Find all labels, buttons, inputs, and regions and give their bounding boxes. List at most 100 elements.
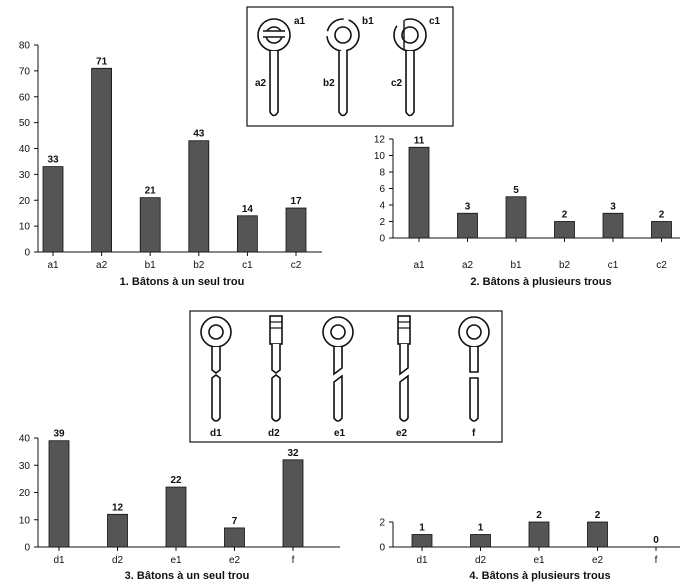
data-label-a2: 3 [465,201,471,212]
bar-a2 [457,212,478,239]
x-tick-label-c1: c1 [242,260,253,271]
y-tick-label: 30 [19,170,31,181]
bar-c1 [236,215,258,253]
diagram-label-e1: e1 [334,428,346,439]
bar-e2 [587,521,608,548]
key-e2-icon [397,315,411,422]
key-e1-icon [322,316,354,422]
bar-c1 [602,212,624,239]
bar-d2 [470,534,491,548]
bar-b2 [188,140,210,253]
x-tick-label-b1: b1 [145,260,157,271]
data-label-c1: 14 [242,204,254,215]
data-label-b1: 21 [145,186,157,197]
x-tick-label-e1: e1 [533,555,545,566]
chart-2: 0 2 4 6 8 10 12 11 a1 3 a2 5 b1 2 b2 3 c1 2 c2 2. Bâtons à … [374,135,680,288]
x-tick-label-a1: a1 [413,260,425,271]
data-label-d2: 1 [478,523,484,534]
y-tick-label: 0 [24,248,30,259]
x-tick-label-e2: e2 [229,555,241,566]
x-tick-label-c2: c2 [291,260,302,271]
x-tick-label-e1: e1 [170,555,182,566]
key-f-icon [458,316,490,422]
y-tick-label: 80 [19,41,31,52]
bar-f [282,459,304,548]
y-tick-label: 20 [19,488,31,499]
data-label-b2: 43 [193,129,205,140]
y-tick-label: 6 [379,184,385,195]
data-label-e2: 2 [595,510,601,521]
bar-b1 [139,197,161,253]
y-tick-label: 12 [374,135,386,146]
x-tick-label-f: f [292,555,295,566]
x-tick-label-d2: d2 [475,555,487,566]
data-label-c1: 3 [610,201,616,212]
key-c-icon [393,18,427,117]
data-label-d2: 12 [112,502,124,513]
y-tick-label: 70 [19,66,31,77]
y-tick-label: 0 [379,234,385,245]
data-label-c2: 17 [290,196,302,207]
bar-c2 [651,221,672,239]
y-tick-label: 10 [19,222,31,233]
data-label-e1: 2 [536,510,542,521]
bar-d2 [107,513,128,548]
x-tick-label-f: f [655,555,658,566]
diagram-label-c1: c1 [429,16,441,27]
data-label-d1: 39 [53,429,65,440]
data-label-e1: 22 [170,475,182,486]
x-tick-label-b2: b2 [559,260,571,271]
data-label-a1: 33 [47,155,59,166]
chart-1: 0 10 20 30 40 50 60 70 80 33 a1 71 a2 21 b1 43 b2 14 c1 17 c… [19,41,322,288]
x-tick-label-e2: e2 [592,555,604,566]
key-d2-icon [269,315,283,422]
bar-e1 [165,486,187,548]
diagram-label-b1: b1 [362,16,374,27]
x-tick-label-a1: a1 [47,260,59,271]
diagram-bottom: d1 d2 e1 e2 f [189,310,503,443]
data-label-e2: 7 [232,516,238,527]
bar-c2 [285,207,307,253]
y-tick-label: 0 [379,543,385,554]
x-tick-label-a2: a2 [96,260,108,271]
y-tick-label: 10 [19,515,31,526]
y-tick-label: 8 [379,168,385,179]
diagram-label-b2: b2 [323,78,335,89]
data-label-f: 0 [653,535,659,546]
chart-3: 0 10 20 30 40 39 d1 12 d2 22 e1 7 e2 32 f 3. Bâtons à u… [19,429,340,582]
diagram-label-d1: d1 [210,428,222,439]
data-label-d1: 1 [419,523,425,534]
data-label-c2: 2 [659,210,665,221]
diagram-label-d2: d2 [268,428,280,439]
diagram-top: a1 b1 c1 a2 b2 c2 [246,6,454,127]
y-tick-label: 2 [379,217,385,228]
y-tick-label: 2 [379,518,385,529]
y-tick-label: 40 [19,144,31,155]
bar-a1 [42,166,64,253]
bar-a2 [91,67,112,253]
y-tick-label: 40 [19,434,31,445]
bar-e1 [528,521,550,548]
x-tick-label-a2: a2 [462,260,474,271]
bar-d1 [411,534,433,548]
x-tick-label-b1: b1 [510,260,522,271]
x-tick-label-c1: c1 [608,260,619,271]
y-tick-label: 50 [19,118,31,129]
chart-caption: 2. Bâtons à plusieurs trous [470,276,611,288]
data-label-a1: 11 [414,135,425,146]
data-label-b1: 5 [513,185,519,196]
chart-caption: 1. Bâtons à un seul trou [120,276,245,288]
x-tick-label-d2: d2 [112,555,124,566]
diagram-label-e2: e2 [396,428,408,439]
chart-caption: 4. Bâtons à plusieurs trous [469,570,610,582]
data-label-f: 32 [287,448,299,459]
x-tick-label-c2: c2 [656,260,667,271]
x-tick-label-d1: d1 [416,555,428,566]
chart-caption: 3. Bâtons à un seul trou [125,570,250,582]
x-tick-label-b2: b2 [193,260,205,271]
data-label-b2: 2 [562,210,568,221]
bar-d1 [48,440,70,548]
y-tick-label: 60 [19,92,31,103]
diagram-label-a1: a1 [294,16,306,27]
